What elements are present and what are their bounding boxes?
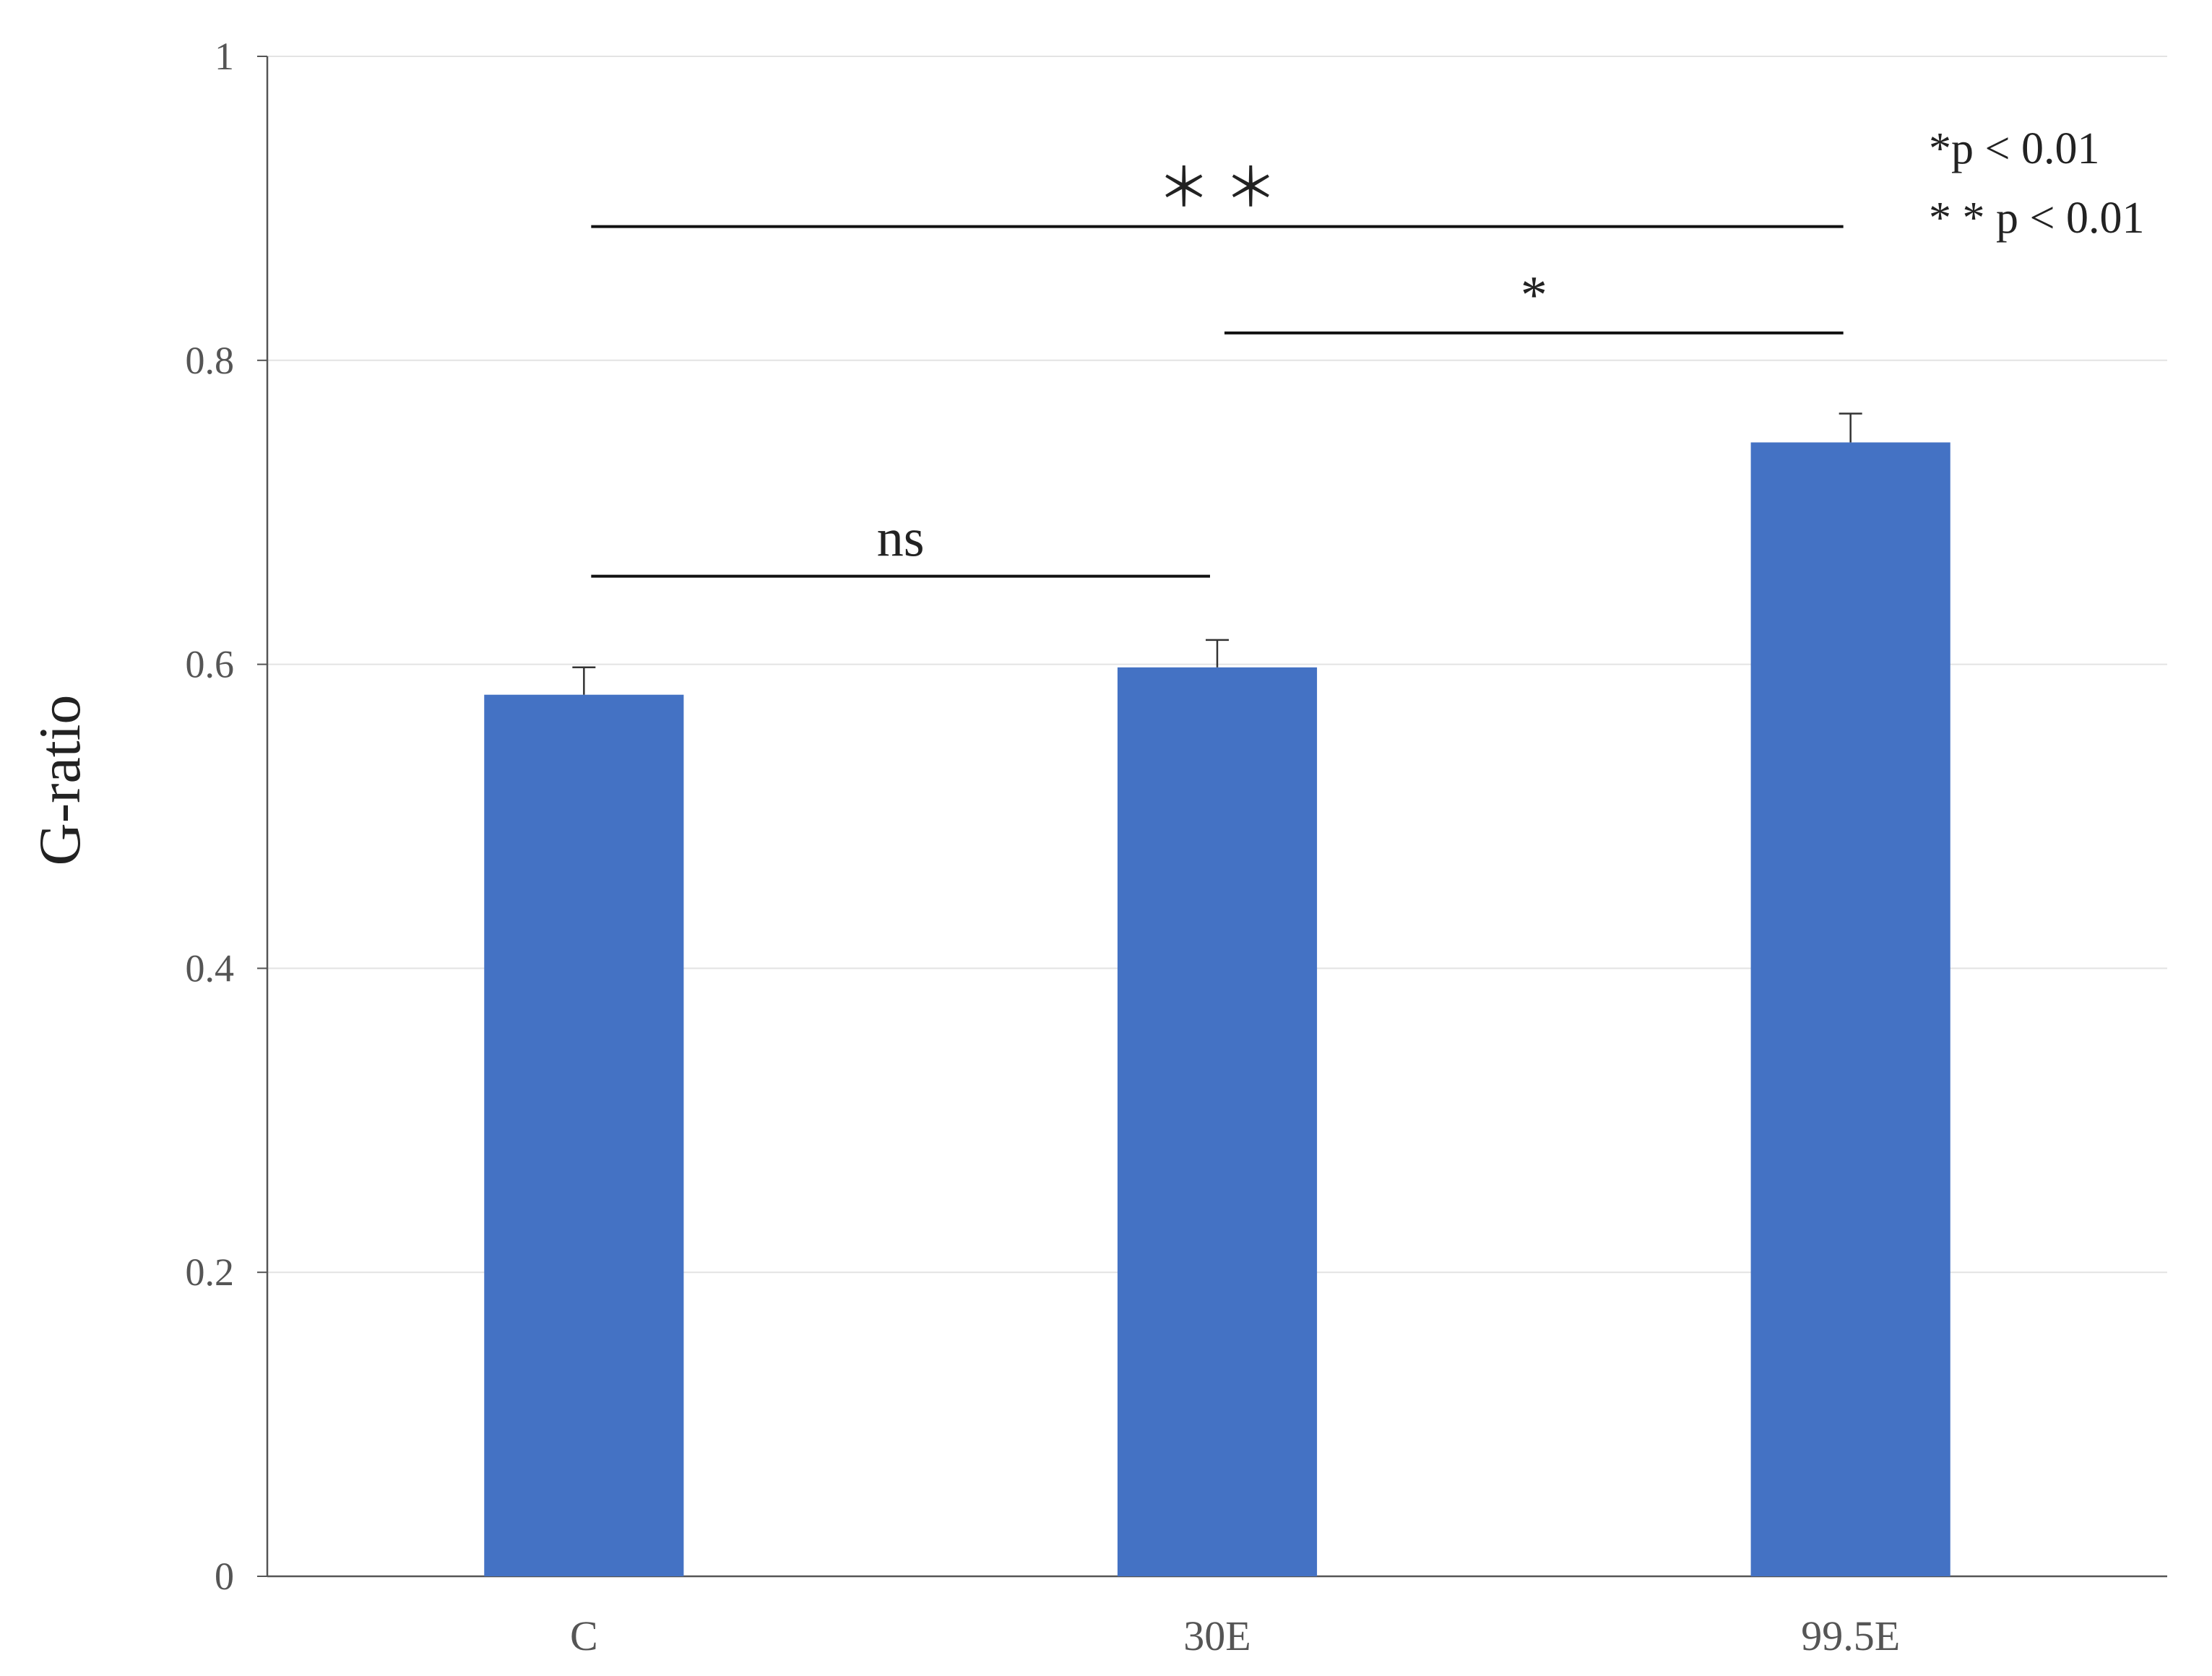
significance-brackets: ns * ＊ ＊ xyxy=(591,160,1844,578)
y-axis-label: G-ratio xyxy=(27,695,92,866)
y-tick-label: 0.8 xyxy=(186,339,235,382)
significance-label: * xyxy=(1521,266,1547,325)
x-tick-label: 99.5E xyxy=(1801,1612,1900,1659)
y-tick-label: 0.2 xyxy=(186,1250,235,1294)
y-tick-label: 1 xyxy=(215,35,234,78)
y-tick-label: 0.6 xyxy=(186,643,235,686)
bars xyxy=(484,442,1950,1577)
error-bars xyxy=(572,412,1862,695)
x-tick-label: C xyxy=(570,1612,598,1659)
y-tick-label: 0 xyxy=(215,1555,234,1598)
bar-30E xyxy=(1117,667,1318,1576)
significance-label: ns xyxy=(877,509,925,569)
x-tick-label: 30E xyxy=(1183,1612,1250,1659)
legend-note-double: * * p < 0.01 xyxy=(1929,194,2144,243)
significance-label: ＊ ＊ xyxy=(1157,160,1278,219)
bar-C xyxy=(484,694,684,1577)
labels: 0 0.2 0.4 0.6 0.8 1 C 30E 99.5E xyxy=(186,35,1901,1659)
legend-note-single: *p < 0.01 xyxy=(1929,124,2099,173)
y-tick-label: 0.4 xyxy=(186,946,235,990)
significance-legend: *p < 0.01 * * p < 0.01 xyxy=(1929,124,2144,243)
bar-99.5E xyxy=(1750,442,1950,1576)
